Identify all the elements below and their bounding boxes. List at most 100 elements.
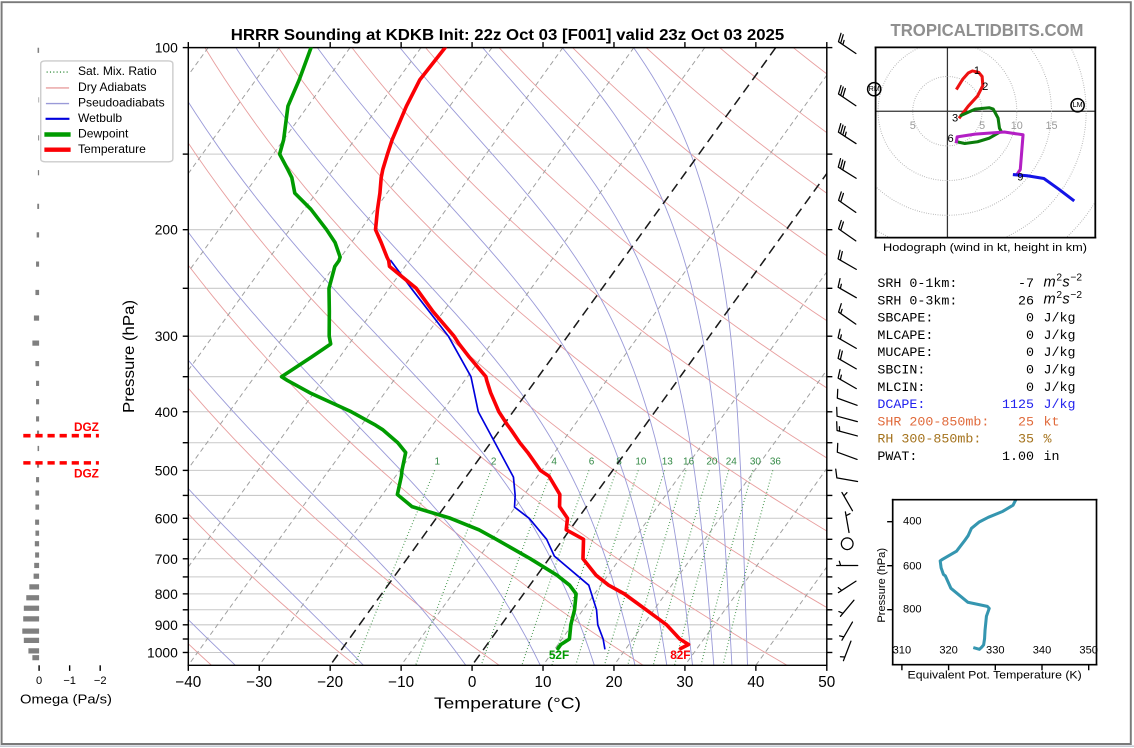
svg-text:in: in [1044,450,1060,465]
svg-text:10: 10 [535,674,552,691]
svg-text:RM: RM [869,84,880,93]
svg-text:−40: −40 [175,674,201,691]
svg-text:1000: 1000 [147,645,178,661]
svg-text:−30: −30 [246,674,272,691]
svg-text:400: 400 [903,516,922,528]
svg-text:400: 400 [155,404,178,420]
svg-text:9: 9 [1017,171,1023,183]
svg-text:24: 24 [726,456,738,467]
svg-text:13: 13 [662,456,674,467]
svg-text:DCAPE:: DCAPE: [877,398,925,413]
svg-text:DGZ: DGZ [74,420,99,434]
svg-text:Dry Adiabats: Dry Adiabats [78,80,146,94]
svg-text:600: 600 [155,510,178,526]
svg-text:300: 300 [155,328,178,344]
svg-text:LM: LM [1073,100,1083,109]
svg-text:6: 6 [947,133,953,145]
svg-text:330: 330 [986,645,1005,657]
svg-text:%: % [1044,433,1052,448]
svg-text:J/kg: J/kg [1044,398,1076,413]
svg-text:MLCAPE:: MLCAPE: [877,329,933,344]
svg-text:340: 340 [1033,645,1052,657]
svg-text:310: 310 [893,645,912,657]
svg-text:800: 800 [903,604,922,616]
svg-text:50: 50 [818,674,835,691]
svg-text:-7: -7 [1018,277,1034,292]
svg-text:30: 30 [750,456,762,467]
svg-text:15: 15 [1045,120,1057,132]
svg-text:0: 0 [1026,312,1034,327]
svg-text:Dewpoint: Dewpoint [78,127,129,141]
svg-text:SHR 200-850mb:: SHR 200-850mb: [877,415,989,430]
svg-text:−20: −20 [317,674,343,691]
svg-text:J/kg: J/kg [1044,381,1076,396]
svg-text:TROPICALTIDBITS.COM: TROPICALTIDBITS.COM [891,20,1084,40]
svg-text:Pressure (hPa): Pressure (hPa) [876,548,888,623]
svg-text:20: 20 [605,674,622,691]
svg-text:kt: kt [1044,415,1060,430]
svg-text:SBCIN:: SBCIN: [877,364,925,379]
svg-text:0: 0 [1026,364,1034,379]
svg-text:82F: 82F [670,648,690,662]
svg-text:−1: −1 [63,675,76,687]
svg-text:−2: −2 [94,675,107,687]
svg-text:25: 25 [1018,415,1034,430]
svg-text:35: 35 [1018,433,1034,448]
svg-text:800: 800 [155,586,178,602]
svg-text:J/kg: J/kg [1044,329,1076,344]
svg-text:PWAT:: PWAT: [877,450,917,465]
svg-text:26: 26 [1018,294,1034,309]
svg-text:DGZ: DGZ [74,467,99,481]
svg-text:10: 10 [635,456,647,467]
svg-text:6: 6 [589,456,595,467]
svg-text:0: 0 [1026,381,1034,396]
svg-text:m s 2 − 2: m s 2 − 2 [1044,278,1110,309]
svg-text:Sat. Mix. Ratio: Sat. Mix. Ratio [78,64,157,78]
svg-text:SRH 0-1km:: SRH 0-1km: [877,277,957,292]
svg-text:MUCAPE:: MUCAPE: [877,346,933,361]
svg-text:Temperature (°C): Temperature (°C) [434,695,581,712]
svg-text:1: 1 [435,456,441,467]
svg-text:16: 16 [683,456,695,467]
svg-text:200: 200 [155,222,178,238]
svg-text:2: 2 [491,456,497,467]
svg-text:J/kg: J/kg [1044,312,1076,327]
svg-text:SBCAPE:: SBCAPE: [877,312,933,327]
svg-text:−10: −10 [388,674,414,691]
svg-text:320: 320 [939,645,958,657]
svg-text:500: 500 [155,462,178,478]
svg-text:SRH 0-3km:: SRH 0-3km: [877,294,957,309]
svg-text:40: 40 [747,674,764,691]
svg-text:m s 2 − 2: m s 2 − 2 [1044,261,1110,292]
svg-text:5: 5 [979,120,985,132]
svg-text:52F: 52F [549,648,569,662]
svg-text:Omega (Pa/s): Omega (Pa/s) [20,692,112,706]
svg-text:1125: 1125 [1002,398,1034,413]
svg-text:100: 100 [155,40,178,56]
svg-text:1.00: 1.00 [1002,450,1034,465]
svg-text:4: 4 [551,456,557,467]
svg-text:0: 0 [468,674,477,691]
svg-text:2: 2 [982,81,988,93]
svg-text:30: 30 [676,674,693,691]
svg-text:Wetbulb: Wetbulb [78,111,122,125]
svg-text:10: 10 [1011,120,1023,132]
svg-text:Pseudoadiabats: Pseudoadiabats [78,96,165,110]
svg-text:0: 0 [1026,346,1034,361]
svg-text:700: 700 [155,551,178,567]
svg-text:0: 0 [36,675,42,687]
svg-text:HRRR Sounding at KDKB Init: 22: HRRR Sounding at KDKB Init: 22z Oct 03 [… [231,27,785,44]
svg-text:1: 1 [974,65,980,77]
svg-text:Pressure (hPa): Pressure (hPa) [121,300,138,413]
svg-text:J/kg: J/kg [1044,346,1076,361]
svg-text:600: 600 [903,561,922,573]
svg-text:Hodograph (wind in kt, height: Hodograph (wind in kt, height in km) [883,242,1087,254]
svg-text:20: 20 [706,456,718,467]
svg-text:900: 900 [155,617,178,633]
svg-text:MLCIN:: MLCIN: [877,381,925,396]
svg-text:Temperature: Temperature [78,142,146,156]
svg-text:Equivalent Pot. Temperature (K: Equivalent Pot. Temperature (K) [908,670,1082,682]
svg-text:350: 350 [1079,645,1098,657]
svg-text:3: 3 [952,112,958,124]
svg-text:5: 5 [910,120,916,132]
